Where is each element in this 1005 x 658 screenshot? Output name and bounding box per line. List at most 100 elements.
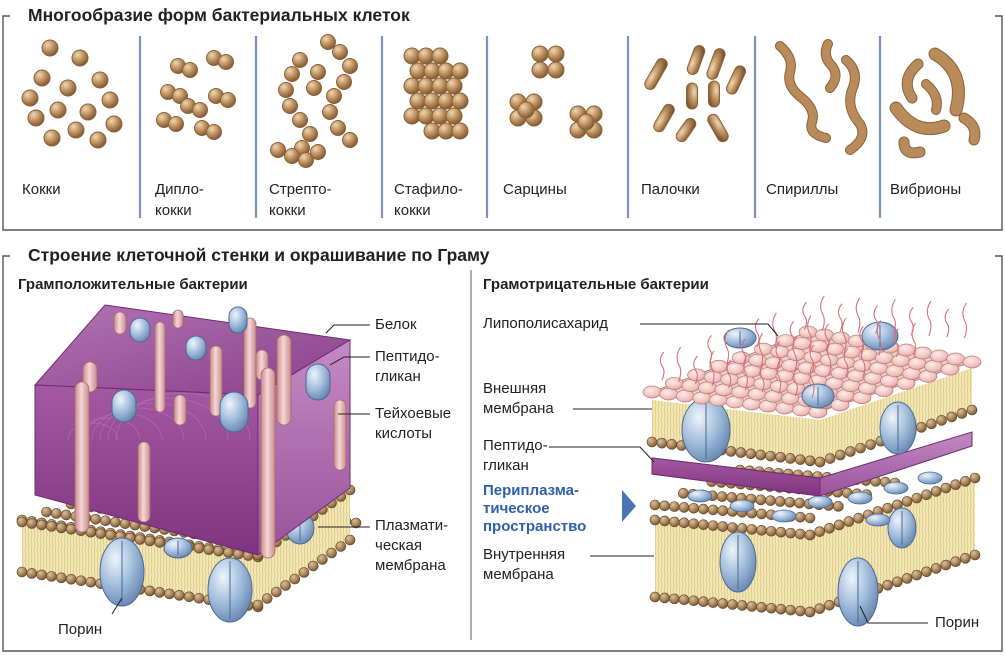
gram-positive-title: Грамположительные бактерии (18, 276, 248, 293)
gn-outer-side-head-lower (855, 442, 866, 454)
gn-inner-side (810, 478, 975, 612)
gn-periplasm-protein-8 (865, 513, 891, 527)
gp-membrane-top-head (110, 516, 121, 528)
gp-head-upper (36, 519, 47, 531)
bacillus-5 (653, 103, 675, 133)
shape-label-spirilla: Спириллы (766, 181, 839, 198)
gp-leader-peptidoglycan (329, 356, 370, 366)
gn-outer-side-head-lower (936, 415, 947, 426)
gp-membrane-top-head (51, 508, 62, 519)
gn-inner-side-head-lower (921, 566, 932, 578)
gn-inner-head-lower (785, 604, 796, 616)
gn-label-inner-membrane-2: мембрана (483, 566, 554, 583)
vibrio-4 (899, 137, 925, 158)
coccus-11 (105, 115, 123, 133)
staph-0-2 (431, 47, 449, 65)
gn-inner-top-head (649, 499, 661, 511)
gn-lps-filament (820, 295, 825, 332)
gn-inner-head-lower (659, 592, 670, 604)
gn-inner-side-head-lower (824, 599, 835, 611)
gn-inner-side-head-upper (833, 519, 845, 531)
gn-inner-side-head-lower (969, 549, 981, 561)
gp-leader-porin (111, 597, 123, 615)
vibrio-6 (922, 80, 941, 114)
strep-c-0 (270, 142, 286, 158)
gn-lps-filament (743, 354, 748, 391)
gp-side-head-lower (317, 554, 328, 565)
gn-inner-head-upper (727, 522, 738, 533)
gp-head-lower (164, 588, 175, 600)
gn-inner-top-head (804, 512, 816, 524)
gn-lps-filament (837, 303, 843, 332)
gn-inner-side-head-upper (882, 502, 893, 514)
section-frames (2, 15, 1003, 652)
gn-inner-side-head-upper (843, 516, 855, 527)
diplococcus-5-1 (206, 124, 222, 140)
gn-lps-scale (929, 349, 949, 363)
strep-b-4 (326, 88, 342, 104)
shape-label-staphylococci-2: кокки (394, 202, 431, 219)
gn-outer-head-lower (656, 437, 668, 449)
gn-inner-top-head (795, 511, 806, 523)
gp-side-head-lower (252, 599, 264, 611)
sarcina-a-1 (547, 45, 565, 63)
gn-inner-head-lower (688, 595, 700, 607)
gn-label-periplasm: Периплазма- (483, 482, 579, 499)
strep-c-1 (284, 148, 300, 164)
gn-inner-side-head-lower (911, 569, 923, 581)
spirillum-1 (776, 42, 830, 142)
gn-porin-inner-2 (837, 557, 879, 627)
strep-d-0 (310, 64, 326, 80)
gn-outer-head-lower (765, 450, 776, 462)
coccus-2 (33, 69, 51, 87)
shape-label-vibrios: Вибрионы (890, 181, 962, 198)
strep-b-3 (336, 74, 352, 90)
gn-leader-peptidoglycan (549, 446, 655, 463)
gp-teichoic-acid-11 (260, 367, 276, 559)
gn-lps-filament (926, 300, 932, 337)
gp-side-head-lower (289, 573, 301, 585)
gn-lps-scale (815, 328, 834, 342)
gn-inner-side-head-upper (950, 479, 961, 491)
strep-c-3 (310, 144, 326, 160)
gn-lps-protein-2 (861, 321, 899, 351)
gn-outer-side-head-lower (926, 418, 937, 430)
gp-surface-protein-body (129, 317, 151, 343)
gn-lps-filament (873, 305, 879, 334)
gram-positive-diagram (16, 304, 362, 623)
gp-membrane-protein-2 (163, 537, 193, 559)
sarcina-b-4 (517, 101, 535, 119)
gp-surface-protein-body (219, 391, 249, 433)
gn-inner-head-upper (688, 518, 700, 530)
gn-periplasm-protein-3 (807, 495, 833, 509)
gp-label-porin: Порин (58, 621, 103, 638)
gn-label-outer-membrane: Внешняя (483, 380, 547, 397)
gp-teichoic-acid-4 (209, 345, 223, 417)
gn-periplasm-protein-4 (847, 491, 873, 505)
shapes-frame (2, 15, 1003, 231)
bacillus-2 (706, 48, 726, 80)
gp-label-peptidoglycan: Пептидо- (375, 348, 440, 365)
diplococcus-0-1 (182, 62, 198, 78)
streptococci-chains (270, 34, 358, 168)
gn-lps-filament (754, 318, 760, 347)
gp-membrane-top-head (41, 506, 52, 518)
vibrios (889, 47, 981, 159)
gn-inner-top-head (678, 502, 690, 513)
gram-frame (2, 255, 1003, 652)
gp-side-head-lower (335, 541, 347, 552)
strep-b-2 (342, 58, 358, 74)
gn-inner-side-head-lower (882, 579, 893, 591)
coccus-10 (21, 89, 39, 107)
gp-head-upper (203, 544, 215, 556)
gn-lps-scale (897, 343, 916, 357)
gp-head-lower (16, 566, 28, 578)
gn-periplasm-protein-6 (917, 471, 943, 485)
gp-label-plasma-membrane-2: ческая (375, 537, 423, 554)
gn-lps-surface (642, 295, 982, 419)
gn-label-periplasm-3: пространство (483, 518, 587, 535)
gn-inner-side-head-lower (901, 573, 913, 584)
gn-periplasm-protein-5 (883, 481, 909, 495)
shape-label-bacilli: Палочки (641, 181, 700, 198)
gp-surface-protein-2 (185, 335, 207, 361)
